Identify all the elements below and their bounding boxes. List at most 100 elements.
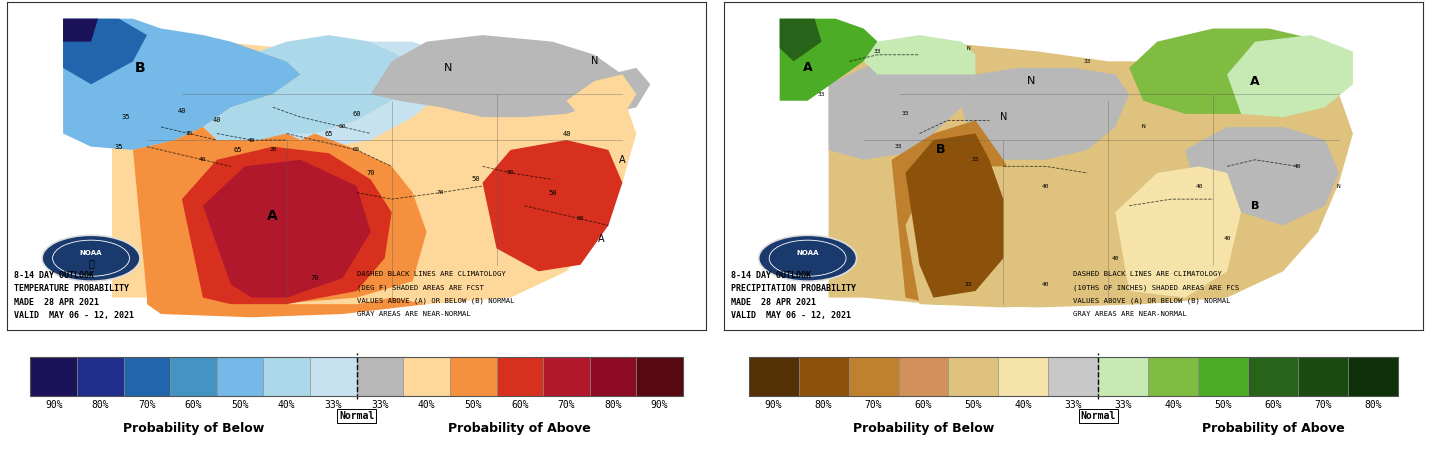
Polygon shape xyxy=(779,19,822,61)
Text: 35: 35 xyxy=(122,114,130,120)
Text: 50: 50 xyxy=(506,170,515,175)
Bar xyxy=(77,357,123,396)
Text: 40: 40 xyxy=(247,138,256,143)
Bar xyxy=(998,357,1048,396)
Polygon shape xyxy=(891,120,1031,304)
Text: 40: 40 xyxy=(199,157,207,162)
Text: Probability of Below: Probability of Below xyxy=(123,422,265,435)
Text: 40%: 40% xyxy=(1014,400,1032,410)
Text: N: N xyxy=(1027,76,1035,86)
Text: NOAA: NOAA xyxy=(797,251,819,256)
Text: (10THS OF INCHES) SHADED AREAS ARE FCS: (10THS OF INCHES) SHADED AREAS ARE FCS xyxy=(1074,284,1240,291)
Text: N: N xyxy=(1000,112,1007,122)
Text: B: B xyxy=(935,144,945,156)
Text: 70: 70 xyxy=(310,275,319,281)
Text: 35: 35 xyxy=(114,144,123,149)
Text: 90%: 90% xyxy=(651,400,668,410)
Text: GRAY AREAS ARE NEAR-NORMAL: GRAY AREAS ARE NEAR-NORMAL xyxy=(1074,311,1187,317)
Polygon shape xyxy=(1130,29,1353,114)
Text: 40: 40 xyxy=(1111,256,1120,261)
Polygon shape xyxy=(147,281,426,317)
Text: 33%: 33% xyxy=(1064,400,1083,410)
Text: 80%: 80% xyxy=(92,400,109,410)
Polygon shape xyxy=(63,19,99,42)
Polygon shape xyxy=(482,140,622,271)
Text: 40%: 40% xyxy=(1164,400,1183,410)
Text: 50: 50 xyxy=(472,177,480,183)
Text: 80%: 80% xyxy=(1364,400,1381,410)
Text: 40: 40 xyxy=(177,107,186,114)
Text: PRECIPITATION PROBABILITY: PRECIPITATION PROBABILITY xyxy=(731,284,855,294)
Text: B: B xyxy=(134,61,146,75)
Text: 60%: 60% xyxy=(1264,400,1281,410)
Polygon shape xyxy=(779,19,878,101)
Text: 33%: 33% xyxy=(325,400,342,410)
Text: 50%: 50% xyxy=(465,400,482,410)
Text: 40%: 40% xyxy=(418,400,435,410)
Text: 33: 33 xyxy=(818,92,825,96)
Text: 50: 50 xyxy=(548,190,556,196)
Bar xyxy=(749,357,798,396)
Bar xyxy=(30,357,684,396)
Text: 70: 70 xyxy=(366,170,375,176)
Text: N: N xyxy=(967,46,971,51)
Text: 70%: 70% xyxy=(1314,400,1331,410)
Bar xyxy=(170,357,217,396)
Polygon shape xyxy=(905,166,1130,308)
Text: 70%: 70% xyxy=(865,400,882,410)
Text: Probability of Above: Probability of Above xyxy=(449,422,591,435)
Text: 40: 40 xyxy=(1293,164,1301,169)
Polygon shape xyxy=(828,55,975,160)
Text: MADE  28 APR 2021: MADE 28 APR 2021 xyxy=(731,298,815,307)
Text: Probability of Below: Probability of Below xyxy=(852,422,994,435)
Text: 40: 40 xyxy=(213,117,222,123)
Text: 60: 60 xyxy=(339,125,346,130)
Bar xyxy=(848,357,898,396)
Bar xyxy=(1048,357,1098,396)
Text: 33: 33 xyxy=(902,111,909,116)
Bar xyxy=(1248,357,1298,396)
Text: N: N xyxy=(1337,183,1341,188)
Polygon shape xyxy=(182,147,392,304)
Text: N: N xyxy=(591,56,598,66)
Text: NOAA: NOAA xyxy=(80,251,103,256)
Bar xyxy=(1148,357,1198,396)
Text: 80%: 80% xyxy=(605,400,622,410)
Polygon shape xyxy=(203,35,413,140)
Text: (DEG F) SHADED AREAS ARE FCST: (DEG F) SHADED AREAS ARE FCST xyxy=(356,284,483,291)
Polygon shape xyxy=(287,42,462,147)
Polygon shape xyxy=(1185,127,1338,226)
Text: GRAY AREAS ARE NEAR-NORMAL: GRAY AREAS ARE NEAR-NORMAL xyxy=(356,311,470,317)
FancyBboxPatch shape xyxy=(63,52,636,314)
Polygon shape xyxy=(1227,35,1353,117)
Polygon shape xyxy=(961,68,1130,160)
Text: 60%: 60% xyxy=(511,400,529,410)
Bar xyxy=(898,357,948,396)
Text: 33: 33 xyxy=(971,157,980,162)
Polygon shape xyxy=(63,19,147,84)
Bar xyxy=(496,357,543,396)
Bar xyxy=(356,357,403,396)
Bar xyxy=(636,357,684,396)
Circle shape xyxy=(41,235,140,281)
Text: 50%: 50% xyxy=(965,400,982,410)
Bar xyxy=(1098,357,1148,396)
Bar xyxy=(310,357,356,396)
Text: DASHED BLACK LINES ARE CLIMATOLOGY: DASHED BLACK LINES ARE CLIMATOLOGY xyxy=(1074,271,1223,277)
Text: 33%: 33% xyxy=(1114,400,1133,410)
Polygon shape xyxy=(133,127,426,304)
Text: 50%: 50% xyxy=(1214,400,1231,410)
Text: 60%: 60% xyxy=(915,400,932,410)
Polygon shape xyxy=(581,68,651,114)
Bar xyxy=(589,357,636,396)
Bar xyxy=(217,357,263,396)
Text: 33: 33 xyxy=(895,144,902,149)
Polygon shape xyxy=(864,35,975,74)
Text: 70%: 70% xyxy=(558,400,575,410)
Polygon shape xyxy=(828,42,1353,308)
Text: 70: 70 xyxy=(436,190,445,195)
Text: 90%: 90% xyxy=(44,400,63,410)
Text: VALUES ABOVE (A) OR BELOW (B) NORMAL: VALUES ABOVE (A) OR BELOW (B) NORMAL xyxy=(1074,298,1231,304)
Text: Normal: Normal xyxy=(339,411,375,421)
Bar xyxy=(1348,357,1399,396)
